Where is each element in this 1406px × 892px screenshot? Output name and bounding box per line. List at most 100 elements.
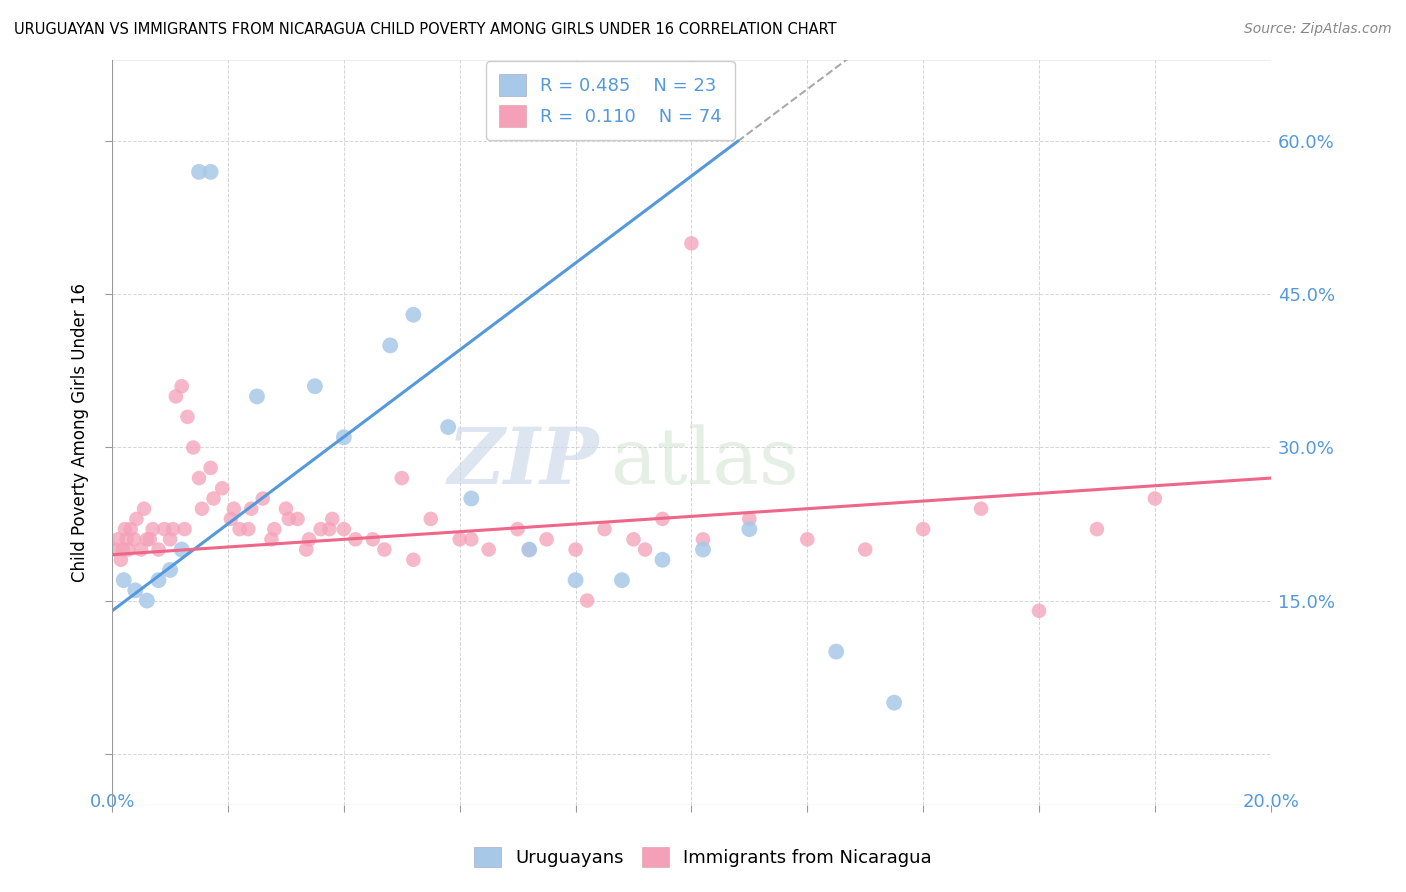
Point	[1028, 604, 1050, 618]
Point	[117, 542, 139, 557]
Point	[246, 389, 269, 403]
Point	[170, 542, 193, 557]
Point	[173, 522, 195, 536]
Point	[200, 461, 222, 475]
Point	[623, 533, 645, 547]
Point	[506, 522, 529, 536]
Point	[912, 522, 935, 536]
Text: ZIP: ZIP	[447, 424, 599, 500]
Point	[825, 645, 848, 659]
Point	[738, 522, 761, 536]
Point	[391, 471, 413, 485]
Point	[344, 533, 367, 547]
Point	[517, 542, 540, 557]
Point	[333, 430, 356, 444]
Point	[260, 533, 283, 547]
Point	[536, 533, 558, 547]
Point	[478, 542, 501, 557]
Point	[165, 389, 187, 403]
Point	[228, 522, 250, 536]
Point	[277, 512, 299, 526]
Point	[318, 522, 340, 536]
Point	[129, 542, 152, 557]
Point	[188, 165, 211, 179]
Point	[200, 165, 222, 179]
Point	[738, 512, 761, 526]
Point	[122, 533, 145, 547]
Point	[449, 533, 471, 547]
Point	[681, 236, 703, 251]
Point	[402, 553, 425, 567]
Point	[460, 491, 482, 506]
Point	[1143, 491, 1166, 506]
Point	[114, 522, 136, 536]
Point	[104, 542, 127, 557]
Point	[634, 542, 657, 557]
Point	[309, 522, 332, 536]
Point	[692, 533, 714, 547]
Point	[564, 542, 586, 557]
Text: atlas: atlas	[610, 424, 799, 500]
Point	[593, 522, 616, 536]
Y-axis label: Child Poverty Among Girls Under 16: Child Poverty Among Girls Under 16	[72, 283, 89, 582]
Text: 0.0%: 0.0%	[90, 793, 135, 811]
Point	[287, 512, 309, 526]
Point	[692, 542, 714, 557]
Point	[111, 542, 134, 557]
Point	[361, 533, 384, 547]
Point	[651, 512, 673, 526]
Text: URUGUAYAN VS IMMIGRANTS FROM NICARAGUA CHILD POVERTY AMONG GIRLS UNDER 16 CORREL: URUGUAYAN VS IMMIGRANTS FROM NICARAGUA C…	[14, 22, 837, 37]
Point	[202, 491, 225, 506]
Point	[298, 533, 321, 547]
Point	[125, 512, 148, 526]
Point	[380, 338, 402, 352]
Point	[135, 593, 157, 607]
Point	[159, 563, 181, 577]
Point	[295, 542, 318, 557]
Point	[132, 501, 155, 516]
Point	[222, 501, 245, 516]
Point	[321, 512, 343, 526]
Point	[576, 593, 599, 607]
Legend: R = 0.485    N = 23, R =  0.110    N = 74: R = 0.485 N = 23, R = 0.110 N = 74	[486, 62, 734, 139]
Point	[191, 501, 214, 516]
Point	[107, 533, 129, 547]
Point	[162, 522, 184, 536]
Point	[170, 379, 193, 393]
Point	[142, 522, 165, 536]
Point	[796, 533, 818, 547]
Point	[148, 573, 170, 587]
Text: Source: ZipAtlas.com: Source: ZipAtlas.com	[1244, 22, 1392, 37]
Point	[115, 533, 138, 547]
Point	[148, 542, 170, 557]
Point	[651, 553, 673, 567]
Point	[238, 522, 260, 536]
Point	[219, 512, 242, 526]
Point	[135, 533, 157, 547]
Point	[419, 512, 441, 526]
Point	[181, 441, 204, 455]
Point	[402, 308, 425, 322]
Point	[211, 481, 233, 495]
Point	[304, 379, 326, 393]
Point	[139, 533, 162, 547]
Text: 20.0%: 20.0%	[1243, 793, 1299, 811]
Point	[1085, 522, 1108, 536]
Point	[373, 542, 395, 557]
Point	[263, 522, 285, 536]
Point	[970, 501, 993, 516]
Point	[153, 522, 176, 536]
Legend: Uruguayans, Immigrants from Nicaragua: Uruguayans, Immigrants from Nicaragua	[467, 839, 939, 874]
Point	[564, 573, 586, 587]
Point	[110, 553, 132, 567]
Point	[274, 501, 297, 516]
Point	[437, 420, 460, 434]
Point	[460, 533, 482, 547]
Point	[517, 542, 540, 557]
Point	[240, 501, 263, 516]
Point	[120, 522, 142, 536]
Point	[176, 409, 198, 424]
Point	[333, 522, 356, 536]
Point	[883, 696, 905, 710]
Point	[112, 573, 135, 587]
